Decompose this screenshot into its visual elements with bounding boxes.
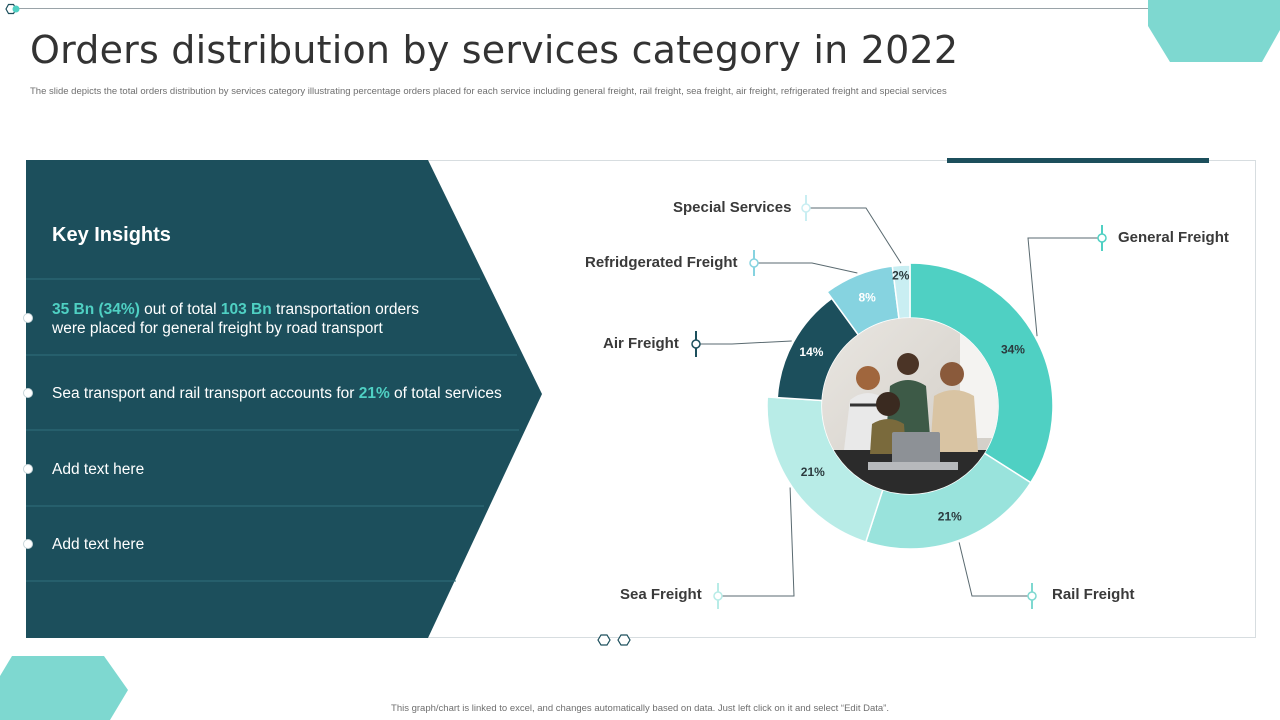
insights-panel-shape: [26, 160, 542, 638]
leader-line-general-freight: [1027, 237, 1102, 337]
insight-item-4: Add text here: [52, 536, 145, 553]
leader-line-refridgerated-freight: [754, 262, 858, 274]
insight-2-highlight: 21%: [358, 385, 390, 402]
pct-label-air-freight: 14%: [799, 345, 823, 359]
pct-label-rail-freight: 21%: [938, 510, 962, 524]
frame-accent-bar: [947, 158, 1209, 163]
insight-1-highlight-a: 35 Bn (34%): [52, 301, 140, 318]
leader-line-air-freight: [696, 340, 792, 345]
leader-dot-rail-freight: [1027, 591, 1037, 601]
insight-1-text-b: transportation orders: [271, 301, 420, 318]
insight-item-1: 35 Bn (34%) out of total 103 Bn transpor…: [52, 300, 419, 338]
label-general-freight: General Freight: [1118, 229, 1229, 246]
insight-1-highlight-b: 103 Bn: [220, 301, 272, 318]
page-subtitle: The slide depicts the total orders distr…: [30, 86, 947, 97]
hexagon-top-right-decoration: [1148, 0, 1280, 62]
leader-dot-refridgerated-freight: [749, 258, 759, 268]
label-air-freight: Air Freight: [603, 335, 679, 352]
label-rail-freight: Rail Freight: [1052, 586, 1135, 603]
leader-dot-general-freight: [1097, 233, 1107, 243]
pager-dots-icon: [597, 634, 631, 646]
label-refridgerated-freight: Refridgerated Freight: [585, 254, 738, 271]
insight-1-text-a: out of total: [139, 301, 221, 318]
pct-label-special-services: 2%: [892, 268, 910, 282]
insight-item-3: Add text here: [52, 461, 145, 478]
label-sea-freight: Sea Freight: [620, 586, 702, 603]
page-title: Orders distribution by services category…: [30, 28, 959, 72]
leader-dot-sea-freight: [713, 591, 723, 601]
hexagon-bottom-left-decoration: [0, 656, 128, 720]
insight-bullet-dots: [23, 313, 33, 549]
footer-note: This graph/chart is linked to excel, and…: [391, 703, 889, 714]
pct-label-sea-freight: 21%: [801, 465, 825, 479]
leader-dot-special-services: [801, 203, 811, 213]
insights-title: Key Insights: [52, 224, 171, 246]
leader-line-sea-freight: [718, 487, 795, 597]
leader-dot-air-freight: [691, 339, 701, 349]
label-special-services: Special Services: [673, 199, 792, 216]
pct-label-refridgerated-freight: 8%: [858, 291, 876, 305]
insight-1-text-c: were placed for general freight by road …: [52, 320, 383, 337]
top-left-dots-icon: [5, 3, 20, 15]
top-divider-line: [14, 8, 1148, 9]
center-photo: [822, 318, 998, 494]
insight-2-text-a: Sea transport and rail transport account…: [52, 385, 359, 402]
insight-2-text-b: of total services: [389, 385, 502, 402]
leader-line-rail-freight: [958, 542, 1032, 597]
insight-item-2: Sea transport and rail transport account…: [52, 384, 502, 403]
pct-label-general-freight: 34%: [1001, 342, 1025, 356]
leader-line-special-services: [806, 207, 902, 264]
